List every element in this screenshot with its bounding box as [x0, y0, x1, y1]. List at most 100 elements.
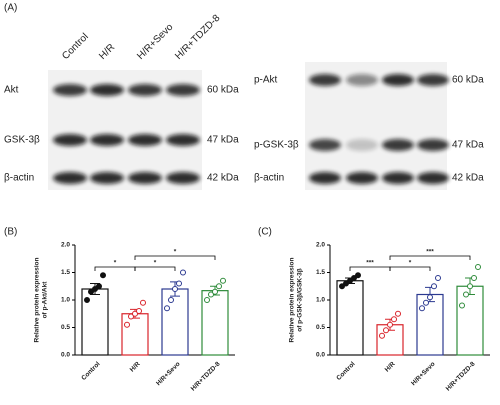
band — [417, 74, 449, 86]
data-point — [435, 275, 441, 281]
significance-label: * — [114, 260, 117, 267]
data-point — [463, 291, 469, 298]
x-tick-label: H/R — [129, 360, 142, 373]
significance-label: * — [174, 249, 177, 256]
data-point — [383, 327, 389, 334]
blot-size-label: 47 kDa — [452, 140, 484, 151]
data-point — [427, 294, 433, 301]
data-point — [351, 275, 357, 281]
band — [309, 172, 341, 184]
data-point — [471, 275, 477, 281]
significance-label: *** — [366, 260, 374, 267]
data-point — [391, 316, 397, 323]
lane-label: H/R — [97, 42, 117, 62]
data-point — [475, 264, 481, 270]
band — [90, 134, 124, 146]
band — [166, 84, 200, 96]
data-point — [212, 288, 218, 295]
significance-bracket — [94, 266, 136, 271]
x-tick-label: H/R+Sevo — [155, 361, 182, 388]
band — [346, 74, 378, 86]
data-point — [395, 310, 401, 317]
band — [128, 84, 162, 96]
data-point — [419, 305, 425, 312]
x-tick-label: H/R+TDZD-8 — [190, 360, 222, 392]
data-point — [387, 321, 393, 328]
data-point — [136, 308, 142, 314]
y-tick-label: 0.0 — [61, 352, 70, 359]
data-point — [379, 332, 385, 339]
band — [346, 172, 378, 184]
band — [53, 134, 87, 146]
y-tick-label: 0.5 — [316, 324, 325, 331]
significance-bracket — [389, 255, 471, 260]
significance-bracket — [134, 255, 216, 260]
band — [90, 172, 124, 184]
y-axis-label: Relative protein expression — [289, 258, 296, 343]
data-point — [339, 283, 345, 290]
band — [128, 172, 162, 184]
lane-label: H/R+TDZD-8 — [173, 12, 223, 62]
significance-bracket — [349, 266, 391, 271]
band — [417, 172, 449, 184]
x-tick-label: Control — [335, 361, 356, 382]
blot-row-label: p-GSK-3β — [254, 140, 299, 151]
data-point — [204, 297, 210, 303]
band — [53, 172, 87, 184]
data-point — [88, 288, 94, 295]
band — [382, 172, 414, 184]
bar — [416, 293, 444, 356]
data-point — [355, 272, 361, 279]
band — [382, 74, 414, 86]
data-point — [124, 321, 130, 328]
data-point — [208, 291, 214, 298]
x-tick-label: H/R — [384, 360, 397, 373]
blot-row-label: p-Akt — [254, 75, 278, 86]
bar — [161, 288, 189, 356]
x-tick-label: H/R+TDZD-8 — [445, 360, 477, 392]
blot-row-label: GSK-3β — [4, 135, 40, 146]
band — [53, 84, 87, 96]
blot-size-label: 60 kDa — [207, 85, 239, 96]
band — [166, 134, 200, 146]
band — [90, 84, 124, 96]
data-point — [347, 277, 353, 284]
data-point — [128, 313, 134, 320]
band — [417, 139, 449, 151]
y-tick-label: 0.5 — [61, 324, 70, 331]
significance-bracket — [389, 266, 431, 271]
data-point — [343, 280, 349, 287]
blot-size-label: 47 kDa — [207, 135, 239, 146]
significance-bracket — [134, 266, 176, 271]
significance-label: *** — [426, 249, 434, 256]
data-point — [164, 305, 170, 312]
data-point — [100, 272, 106, 279]
blot-row-label: β-actin — [4, 173, 34, 184]
y-tick-label: 0.0 — [316, 352, 325, 359]
data-point — [84, 297, 90, 303]
band — [166, 172, 200, 184]
y-tick-label: 1.0 — [61, 297, 70, 304]
y-tick-label: 1.5 — [61, 269, 70, 276]
data-point — [140, 299, 146, 306]
data-point — [467, 283, 473, 290]
blot-row-label: Akt — [4, 85, 19, 96]
blot-row-label: β-actin — [254, 173, 284, 184]
data-point — [132, 310, 138, 317]
y-axis-label: of p-Akt/Akt — [42, 281, 49, 319]
y-tick-label: 1.0 — [316, 297, 325, 304]
panel-label: (A) — [4, 3, 17, 14]
band — [309, 74, 341, 86]
bar — [336, 280, 364, 356]
data-point — [172, 286, 178, 292]
significance-label: * — [409, 260, 412, 267]
band — [346, 139, 378, 151]
data-point — [216, 283, 222, 290]
y-tick-label: 2.0 — [316, 242, 325, 249]
blot-size-label: 42 kDa — [452, 173, 484, 184]
data-point — [168, 297, 174, 303]
bar — [456, 285, 484, 356]
blot-size-label: 60 kDa — [452, 75, 484, 86]
band — [128, 134, 162, 146]
